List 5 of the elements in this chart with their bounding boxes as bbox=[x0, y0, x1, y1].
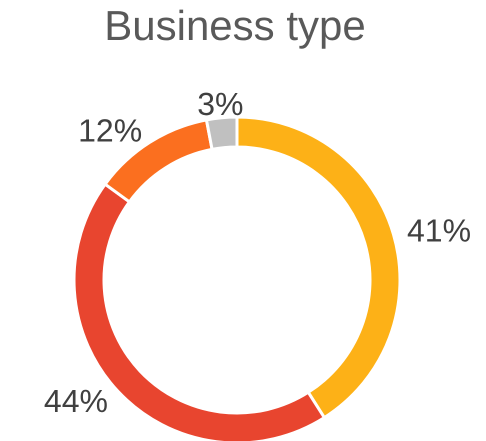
data-label: 12% bbox=[78, 112, 142, 149]
data-label: 44% bbox=[44, 383, 108, 420]
chart-title: Business type bbox=[103, 2, 367, 50]
data-label: 3% bbox=[197, 86, 244, 122]
data-label: 41% bbox=[406, 212, 472, 249]
